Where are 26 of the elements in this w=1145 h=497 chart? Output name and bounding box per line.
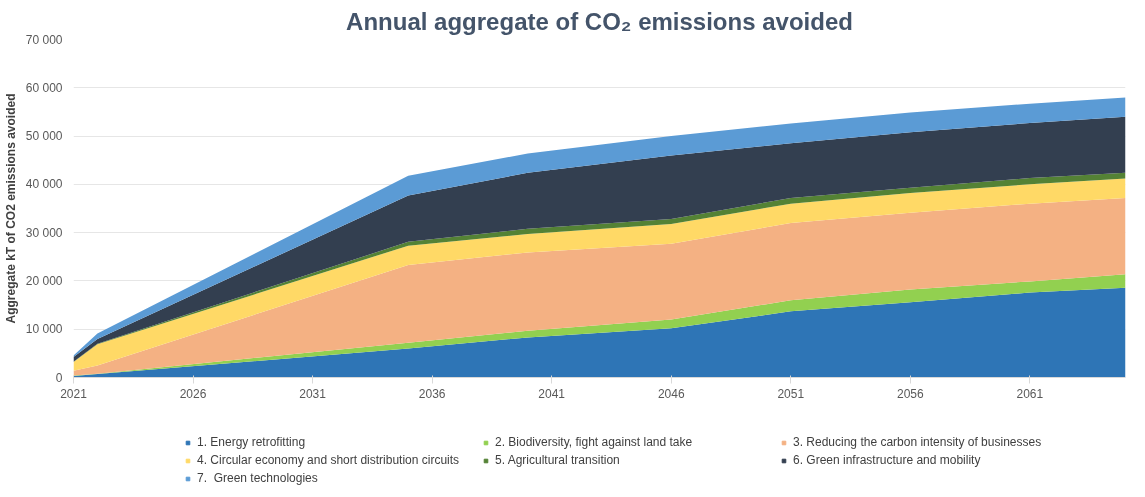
y-tick-label: 10 000: [25, 322, 63, 337]
legend-label: 1. Energy retrofitting: [197, 435, 307, 449]
x-tick-label: 2046: [657, 386, 685, 401]
x-tick-label: 2036: [418, 386, 446, 401]
x-tick-label: 2031: [299, 386, 327, 401]
y-tick-label: 70 000: [25, 32, 63, 47]
y-tick-label: 50 000: [25, 129, 63, 144]
legend-label: 5. Agricultural transition: [495, 453, 621, 467]
legend-label: 2. Biodiversity, fight against land take: [495, 435, 694, 449]
y-tick-label: 0: [55, 370, 63, 385]
legend-label: 7. Green technologies: [197, 471, 319, 485]
legend-label: 3. Reducing the carbon intensity of businesses: [793, 435, 1043, 449]
x-tick-label: 2021: [60, 386, 88, 401]
y-tick-label: 60 000: [25, 80, 63, 95]
x-tick-label: 2026: [179, 386, 207, 401]
y-axis-title: Aggregate kT of CO2 emissions avoided: [3, 93, 18, 324]
x-tick-label: 2061: [1016, 386, 1044, 401]
y-tick-label: 30 000: [25, 225, 63, 240]
x-tick-label: 2056: [896, 386, 924, 401]
y-tick-label: 40 000: [25, 177, 63, 192]
y-tick-label: 20 000: [25, 273, 63, 288]
x-tick-label: 2041: [538, 386, 566, 401]
legend-label: 6. Green infrastructure and mobility: [793, 453, 982, 467]
chart-title: Annual aggregate of CO₂ emissions avoided: [346, 7, 853, 35]
legend-label: 4. Circular economy and short distribution circuits: [197, 453, 461, 467]
x-tick-label: 2051: [777, 386, 805, 401]
